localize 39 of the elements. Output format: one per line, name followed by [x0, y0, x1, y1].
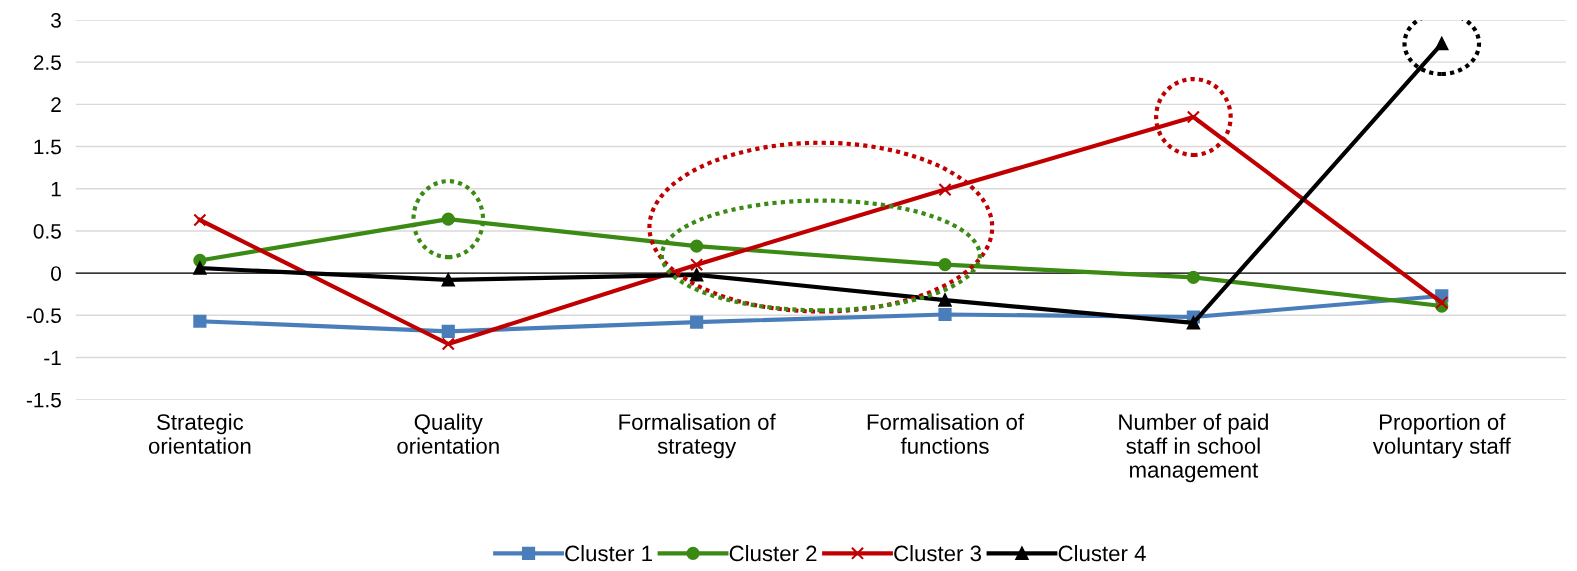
point [938, 183, 952, 197]
y-tick-label: -0.5 [26, 308, 61, 324]
y-tick-label: 3 [51, 12, 61, 28]
point [193, 314, 207, 328]
point [938, 258, 952, 272]
x-tick-label: Quality orientation [397, 413, 499, 454]
point [690, 258, 704, 272]
x-tick-label: Number of paid staff in school management [1119, 413, 1268, 483]
point [441, 337, 455, 351]
point [1435, 37, 1449, 51]
legend-label: Cluster 1 [565, 545, 652, 562]
y-tick-label: 2 [51, 97, 61, 112]
point [1186, 270, 1200, 284]
y-tick-label: 1.5 [34, 139, 61, 155]
y-tick-label: -1 [44, 350, 61, 366]
point [441, 273, 455, 287]
point [193, 213, 207, 227]
legend-label: Cluster 3 [894, 545, 981, 562]
point [441, 212, 455, 226]
y-tick-label: 0 [51, 266, 61, 281]
point [193, 261, 207, 275]
point [690, 315, 704, 329]
x-tick-label: Formalisation of strategy [619, 413, 776, 459]
x-tick-label: Proportion of voluntary staff [1372, 413, 1511, 459]
x-tick-label: Strategic orientation [148, 413, 251, 454]
point [938, 293, 952, 307]
point [1186, 110, 1200, 124]
y-tick-label: 0.5 [33, 223, 61, 239]
point [1186, 316, 1200, 330]
y-tick-label: 2.5 [33, 55, 61, 70]
y-tick-label: -1.5 [26, 392, 61, 408]
legend-label: Cluster 2 [729, 545, 817, 562]
legend-label: Cluster 4 [1058, 545, 1146, 562]
point [938, 307, 952, 322]
y-tick-label: 1 [51, 181, 61, 197]
point [690, 268, 704, 282]
x-tick-label: Formalisation of functions [867, 413, 1025, 454]
point [441, 324, 455, 338]
point [690, 239, 704, 253]
